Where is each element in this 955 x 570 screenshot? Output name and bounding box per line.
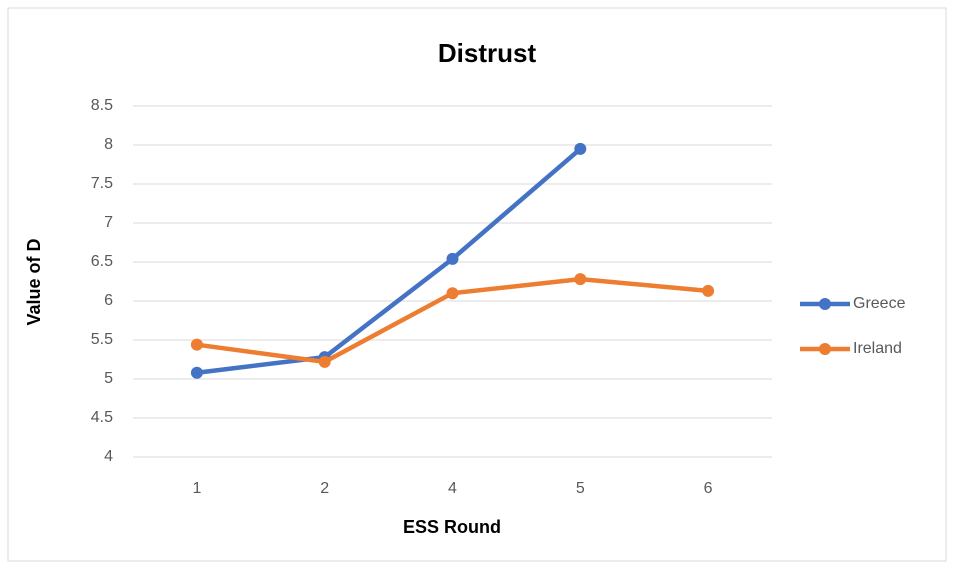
- chart-frame: [7, 7, 947, 562]
- y-tick-label: 5.5: [91, 331, 113, 348]
- x-tick-label: 2: [320, 480, 329, 497]
- x-axis-title: ESS Round: [403, 517, 501, 537]
- y-tick-label: 6: [104, 292, 113, 309]
- point: [574, 142, 587, 155]
- series-line: [194, 146, 583, 376]
- y-axis-title: Value of D: [24, 238, 44, 325]
- legend-label: Ireland: [853, 340, 902, 357]
- x-tick-label: 6: [704, 480, 713, 497]
- x-tick-label: 4: [448, 480, 457, 497]
- x-tick-label: 1: [192, 480, 201, 497]
- legend-marker: [819, 343, 831, 355]
- y-tick-label: 6.5: [91, 253, 113, 270]
- chart-title: Distrust: [438, 38, 537, 68]
- point: [574, 273, 587, 286]
- y-tick-label: 8.5: [91, 97, 113, 114]
- legend-marker: [819, 298, 831, 310]
- x-tick-label: 5: [576, 480, 585, 497]
- y-tick-label: 7.5: [91, 175, 113, 192]
- y-tick-label: 7: [104, 214, 113, 231]
- y-tick-label: 8: [104, 136, 113, 153]
- point: [190, 338, 203, 351]
- point: [702, 284, 715, 297]
- y-tick-label: 4: [104, 448, 113, 465]
- point: [190, 366, 203, 379]
- point: [446, 252, 459, 265]
- y-tick-label: 4.5: [91, 409, 113, 426]
- legend-label: Greece: [853, 295, 906, 312]
- point: [318, 355, 331, 368]
- y-tick-label: 5: [104, 370, 113, 387]
- point: [446, 287, 459, 300]
